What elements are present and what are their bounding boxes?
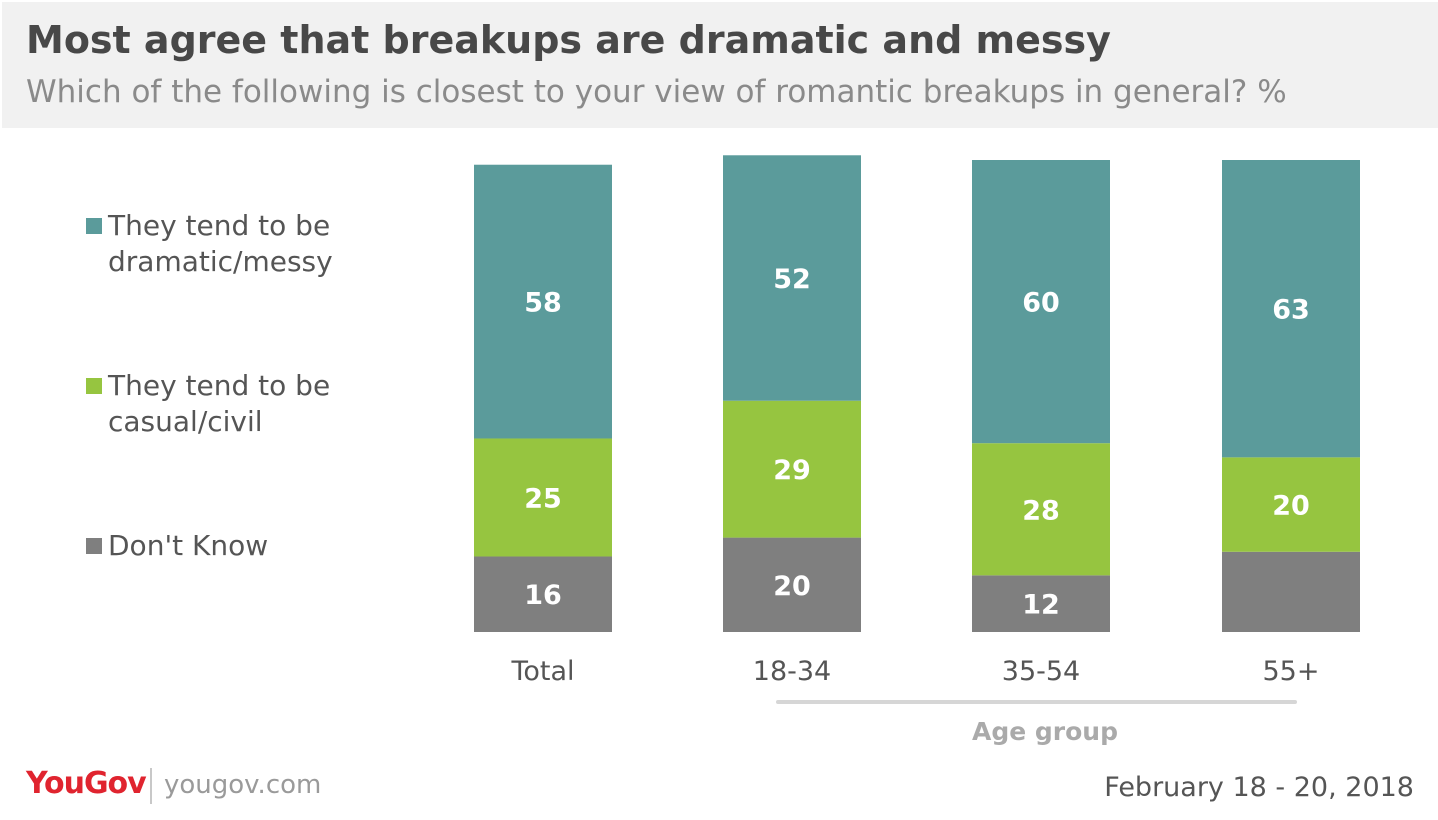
bar-dramatic-35-54: [972, 160, 1110, 444]
footer-separator: [150, 768, 152, 804]
legend-swatch-dont-know: [86, 538, 102, 554]
data-label-dont-know-35-54: 12: [1022, 590, 1060, 621]
chart-title: Most agree that breakups are dramatic an…: [26, 18, 1111, 62]
bar-casual-55-plus: [1222, 457, 1360, 552]
legend-label-casual: They tend to be casual/civil: [108, 369, 331, 438]
data-label-dramatic-55-plus: 63: [1272, 295, 1310, 326]
x-tick-label-55-plus: 55+: [1263, 656, 1320, 687]
legend-swatch-dramatic: [86, 218, 102, 234]
data-label-dramatic-35-54: 60: [1022, 288, 1060, 319]
bar-dramatic-18-34: [723, 155, 861, 401]
header-band: Most agree that breakups are dramatic an…: [2, 2, 1438, 128]
yougov-logo: YouGov: [26, 766, 147, 801]
legend-label-dont-know: Don't Know: [108, 529, 269, 562]
x-tick-label-18-34: 18-34: [753, 656, 831, 687]
data-label-casual-55-plus: 20: [1272, 491, 1310, 522]
data-label-dont-know-18-34: 20: [773, 571, 811, 602]
bar-dont-know-55-plus: [1222, 551, 1360, 632]
legend-label-dramatic: They tend to be dramatic/messy: [108, 209, 333, 278]
footer-url: yougov.com: [164, 770, 322, 800]
bar-dramatic-total: [474, 164, 612, 439]
data-label-dramatic-18-34: 52: [773, 264, 811, 295]
legend-swatch-casual: [86, 378, 102, 394]
bar-casual-total: [474, 438, 612, 557]
bar-dont-know-total: [474, 556, 612, 632]
age-group-label: Age group: [972, 717, 1118, 746]
chart-subtitle: Which of the following is closest to you…: [26, 74, 1287, 110]
x-tick-label-35-54: 35-54: [1002, 656, 1080, 687]
data-label-dramatic-total: 58: [524, 288, 562, 319]
data-label-casual-35-54: 28: [1022, 495, 1060, 526]
bar-casual-35-54: [972, 443, 1110, 576]
data-label-casual-total: 25: [524, 483, 562, 514]
bar-dramatic-55-plus: [1222, 160, 1360, 458]
survey-date: February 18 - 20, 2018: [1104, 772, 1414, 803]
data-label-casual-18-34: 29: [773, 455, 811, 486]
x-tick-label-total: Total: [510, 656, 574, 687]
bar-dont-know-35-54: [972, 575, 1110, 632]
data-label-dont-know-total: 16: [524, 580, 562, 611]
bar-casual-18-34: [723, 400, 861, 538]
bar-dont-know-18-34: [723, 537, 861, 632]
